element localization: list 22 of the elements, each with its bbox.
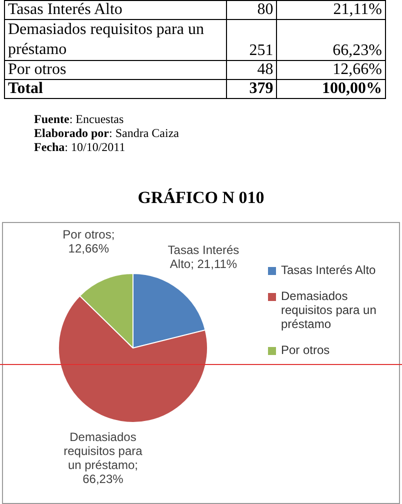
text: 12,66% [276, 60, 386, 80]
text: Elaborado por: Sandra Caiza [34, 126, 179, 140]
text: 100,00% [276, 80, 386, 98]
source-note: Fuente: Encuestas [34, 112, 125, 126]
legend-label: Tasas Interés Alto [281, 263, 376, 277]
text: 379 [226, 80, 277, 98]
text: Demasiados requisitos para un préstamo [4, 20, 226, 60]
text: Tasas Interés Alto [4, 0, 226, 20]
text: 66,23% [276, 20, 386, 60]
data-label: Demasiados requisitos para un préstamo; 66,23% [64, 430, 143, 486]
text: Por otros [4, 60, 226, 80]
text: 251 [226, 20, 277, 60]
text: 48 [226, 60, 277, 80]
legend-label: Por otros [281, 343, 330, 357]
text: 21,11% [276, 0, 386, 20]
data-label: Por otros; 12,66% [62, 228, 115, 256]
data-label: Tasas Interés Alto; 21,11% [168, 243, 240, 272]
chart-title: GRÁFICO N 010 [136, 188, 266, 208]
legend-label: Demasiados requisitos para un préstamo [281, 289, 378, 331]
text: Total [4, 80, 226, 98]
text: Fecha: 10/10/2011 [34, 140, 126, 154]
text: 80 [226, 0, 277, 20]
